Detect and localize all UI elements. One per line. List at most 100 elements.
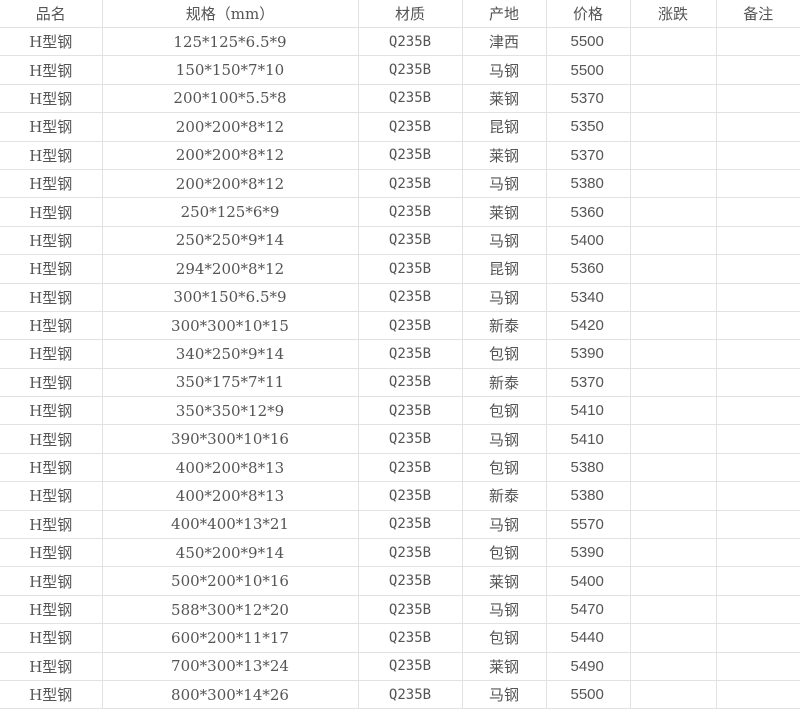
change-cell [629,83,717,114]
change-cell [629,538,717,568]
spec-cell: 294*200*8*12 [101,254,359,284]
change-cell [629,566,717,596]
spec-cell: 600*200*11*17 [101,623,359,653]
table-row: H型钢 294*200*8*12 Q235B 昆钢 5360 [0,254,800,284]
price-cell: 5370 [545,367,631,398]
change-cell [629,225,717,256]
table-row: H型钢 450*200*9*14 Q235B 包钢 5390 [0,538,800,568]
material-cell: Q235B [357,197,463,227]
remarks-cell [715,83,800,114]
material-cell: Q235B [357,424,463,454]
material-cell: Q235B [357,55,463,85]
origin-cell: 包钢 [461,452,547,483]
table-row: H型钢 400*200*8*13 Q235B 新泰 5380 [0,481,800,511]
product-name-cell: H型钢 [0,509,103,540]
remarks-cell [715,310,800,341]
material-cell: Q235B [357,566,463,596]
price-cell: 5370 [545,83,631,114]
origin-cell: 昆钢 [461,112,547,142]
header-remarks: 备注 [715,0,800,28]
product-name-cell: H型钢 [0,310,103,341]
table-row: H型钢 300*300*10*15 Q235B 新泰 5420 [0,310,800,341]
origin-cell: 马钢 [461,225,547,256]
table-row: H型钢 600*200*11*17 Q235B 包钢 5440 [0,623,800,653]
header-row: 品名 规格（mm） 材质 产地 价格 涨跌 备注 [0,0,800,28]
material-cell: Q235B [357,112,463,142]
price-cell: 5500 [545,679,631,710]
change-cell [629,310,717,341]
remarks-cell [715,26,800,57]
material-cell: Q235B [357,481,463,511]
spec-cell: 300*150*6.5*9 [101,282,359,312]
header-origin: 产地 [461,0,547,28]
header-spec: 规格（mm） [101,0,359,28]
remarks-cell [715,509,800,540]
change-cell [629,254,717,284]
price-cell: 5490 [545,651,631,681]
product-name-cell: H型钢 [0,197,103,227]
product-name-cell: H型钢 [0,396,103,426]
table-row: H型钢 300*150*6.5*9 Q235B 马钢 5340 [0,282,800,312]
origin-cell: 莱钢 [461,197,547,227]
table-row: H型钢 588*300*12*20 Q235B 马钢 5470 [0,594,800,625]
product-name-cell: H型钢 [0,651,103,681]
origin-cell: 昆钢 [461,254,547,284]
price-cell: 5500 [545,55,631,85]
material-cell: Q235B [357,538,463,568]
spec-cell: 150*150*7*10 [101,55,359,85]
header-price: 价格 [545,0,631,28]
spec-cell: 350*175*7*11 [101,367,359,398]
header-product-name: 品名 [0,0,103,28]
spec-cell: 500*200*10*16 [101,566,359,596]
remarks-cell [715,679,800,710]
origin-cell: 莱钢 [461,566,547,596]
spec-cell: 200*200*8*12 [101,168,359,199]
change-cell [629,481,717,511]
change-cell [629,509,717,540]
price-cell: 5440 [545,623,631,653]
material-cell: Q235B [357,310,463,341]
remarks-cell [715,566,800,596]
product-name-cell: H型钢 [0,424,103,454]
change-cell [629,367,717,398]
table-row: H型钢 200*200*8*12 Q235B 昆钢 5350 [0,112,800,142]
origin-cell: 新泰 [461,367,547,398]
spec-cell: 450*200*9*14 [101,538,359,568]
material-cell: Q235B [357,140,463,170]
origin-cell: 莱钢 [461,140,547,170]
table-row: H型钢 200*200*8*12 Q235B 马钢 5380 [0,168,800,199]
product-name-cell: H型钢 [0,481,103,511]
remarks-cell [715,225,800,256]
price-cell: 5340 [545,282,631,312]
spec-cell: 125*125*6.5*9 [101,26,359,57]
change-cell [629,26,717,57]
origin-cell: 马钢 [461,594,547,625]
origin-cell: 马钢 [461,509,547,540]
table-row: H型钢 340*250*9*14 Q235B 包钢 5390 [0,339,800,369]
spec-cell: 400*200*8*13 [101,452,359,483]
product-name-cell: H型钢 [0,225,103,256]
material-cell: Q235B [357,168,463,199]
header-material: 材质 [357,0,463,28]
table-row: H型钢 800*300*14*26 Q235B 马钢 5500 [0,679,800,710]
product-name-cell: H型钢 [0,566,103,596]
material-cell: Q235B [357,594,463,625]
spec-cell: 200*200*8*12 [101,140,359,170]
product-name-cell: H型钢 [0,679,103,710]
origin-cell: 莱钢 [461,83,547,114]
origin-cell: 包钢 [461,339,547,369]
price-cell: 5390 [545,538,631,568]
product-name-cell: H型钢 [0,112,103,142]
change-cell [629,594,717,625]
product-name-cell: H型钢 [0,254,103,284]
remarks-cell [715,55,800,85]
product-name-cell: H型钢 [0,538,103,568]
table-row: H型钢 400*200*8*13 Q235B 包钢 5380 [0,452,800,483]
change-cell [629,339,717,369]
material-cell: Q235B [357,367,463,398]
spec-cell: 400*200*8*13 [101,481,359,511]
material-cell: Q235B [357,83,463,114]
price-cell: 5380 [545,168,631,199]
origin-cell: 马钢 [461,679,547,710]
